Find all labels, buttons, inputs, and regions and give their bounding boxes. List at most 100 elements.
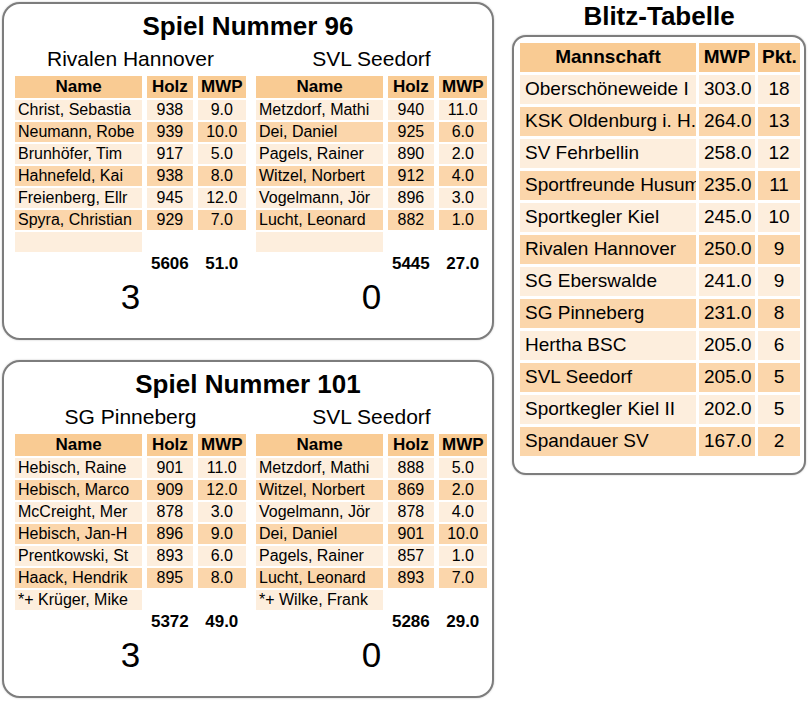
player-row: Vogelmann, Jör 878 4.0 — [256, 502, 487, 522]
player-mwp: 1.0 — [439, 546, 487, 566]
total-mwp: 29.0 — [439, 612, 487, 632]
col-header-mwp: MWP — [699, 43, 755, 72]
standings-team: Oberschöneweide I — [520, 75, 696, 104]
totals-row: 5445 27.0 — [256, 254, 487, 274]
player-name: Lucht, Leonard — [256, 210, 383, 230]
col-header-mwp: MWP — [198, 434, 246, 456]
player-holz: 878 — [147, 502, 192, 522]
blitz-section: Blitz-Tabelle Mannschaft MWP Pkt. Obersc… — [512, 0, 806, 475]
player-name: McCreight, Mer — [15, 502, 142, 522]
standings-mwp: 303.0 — [699, 75, 755, 104]
player-holz: 869 — [388, 480, 433, 500]
standings-row: Rivalen Hannover 250.0 9 — [520, 235, 800, 264]
player-row: Witzel, Norbert 869 2.0 — [256, 480, 487, 500]
player-holz: 909 — [147, 480, 192, 500]
team-name: SG Pinneberg — [10, 405, 251, 429]
player-mwp: 3.0 — [439, 188, 487, 208]
player-row: Hebisch, Marco 909 12.0 — [15, 480, 246, 500]
col-header-mwp: MWP — [439, 434, 487, 456]
player-row: Lucht, Leonard 893 7.0 — [256, 568, 487, 588]
player-row: Brunhöfer, Tim 917 5.0 — [15, 144, 246, 164]
player-mwp: 12.0 — [198, 188, 246, 208]
player-name: Hebisch, Jan-H — [15, 524, 142, 544]
col-header-name: Name — [256, 434, 383, 456]
player-mwp: 6.0 — [198, 546, 246, 566]
player-name: Hahnefeld, Kai — [15, 166, 142, 186]
standings-row: SV Fehrbellin 258.0 12 — [520, 139, 800, 168]
player-holz: 893 — [147, 546, 192, 566]
standings-team: Sportkegler Kiel II — [520, 395, 696, 424]
player-name: Hebisch, Raine — [15, 458, 142, 478]
standings-mwp: 245.0 — [699, 203, 755, 232]
totals-row: 5606 51.0 — [15, 254, 246, 274]
totals-row: 5372 49.0 — [15, 612, 246, 632]
player-holz: 896 — [388, 188, 433, 208]
player-row: Dei, Daniel 901 10.0 — [256, 524, 487, 544]
player-table: Name Holz MWP Christ, Sebastia 938 9.0 N… — [10, 74, 251, 276]
player-row: Hebisch, Raine 901 11.0 — [15, 458, 246, 478]
standings-mwp: 264.0 — [699, 107, 755, 136]
standings-row: Sportfreunde Husum 235.0 11 — [520, 171, 800, 200]
player-holz: 895 — [147, 568, 192, 588]
player-name: Christ, Sebastia — [15, 100, 142, 120]
total-holz: 5606 — [147, 254, 192, 274]
player-mwp: 11.0 — [198, 458, 246, 478]
player-mwp: 7.0 — [439, 568, 487, 588]
player-row: Metzdorf, Mathi 940 11.0 — [256, 100, 487, 120]
standings-row: Sportkegler Kiel 245.0 10 — [520, 203, 800, 232]
player-table: Name Holz MWP Metzdorf, Mathi 888 5.0 Wi… — [251, 432, 492, 634]
player-mwp: 10.0 — [198, 122, 246, 142]
standings-team: SV Fehrbellin — [520, 139, 696, 168]
standings-mwp: 241.0 — [699, 267, 755, 296]
player-holz: 857 — [388, 546, 433, 566]
player-row: Hahnefeld, Kai 938 8.0 — [15, 166, 246, 186]
player-row: Prentkowski, St 893 6.0 — [15, 546, 246, 566]
player-holz: 940 — [388, 100, 433, 120]
standings-mwp: 205.0 — [699, 331, 755, 360]
player-name: Brunhöfer, Tim — [15, 144, 142, 164]
standings-row: Sportkegler Kiel II 202.0 5 — [520, 395, 800, 424]
standings-pkt: 2 — [758, 427, 800, 456]
player-mwp: 4.0 — [439, 166, 487, 186]
col-header-holz: Holz — [147, 434, 192, 456]
standings-table: Mannschaft MWP Pkt. Oberschöneweide I 30… — [517, 40, 803, 459]
standings-pkt: 6 — [758, 331, 800, 360]
standings-row: SG Pinneberg 231.0 8 — [520, 299, 800, 328]
player-name: Prentkowski, St — [15, 546, 142, 566]
teams-container: SG Pinneberg Name Holz MWP Hebisch, Rain… — [8, 405, 488, 674]
standings-row: Oberschöneweide I 303.0 18 — [520, 75, 800, 104]
player-row: Pagels, Rainer 857 1.0 — [256, 546, 487, 566]
team-column-home: Rivalen Hannover Name Holz MWP Christ, S… — [10, 47, 251, 316]
player-mwp: 2.0 — [439, 480, 487, 500]
player-holz: 929 — [147, 210, 192, 230]
col-header-name: Name — [15, 76, 142, 98]
player-holz: 939 — [147, 122, 192, 142]
standings-mwp: 235.0 — [699, 171, 755, 200]
player-row: Lucht, Leonard 882 1.0 — [256, 210, 487, 230]
player-name: Spyra, Christian — [15, 210, 142, 230]
standings-mwp: 250.0 — [699, 235, 755, 264]
player-mwp: 11.0 — [439, 100, 487, 120]
player-mwp: 2.0 — [439, 144, 487, 164]
standings-row: SVL Seedorf 205.0 5 — [520, 363, 800, 392]
team-name: SVL Seedorf — [251, 405, 492, 429]
player-table: Name Holz MWP Metzdorf, Mathi 940 11.0 D… — [251, 74, 492, 276]
totals-spacer — [256, 612, 383, 632]
player-holz: 917 — [147, 144, 192, 164]
blitz-panel: Mannschaft MWP Pkt. Oberschöneweide I 30… — [512, 35, 806, 475]
player-row: Dei, Daniel 925 6.0 — [256, 122, 487, 142]
player-mwp: 7.0 — [198, 210, 246, 230]
team-name: SVL Seedorf — [251, 47, 492, 71]
table-header-row: Name Holz MWP — [15, 434, 246, 456]
standings-team: Hertha BSC — [520, 331, 696, 360]
player-holz: 925 — [388, 122, 433, 142]
standings-row: SG Eberswalde 241.0 9 — [520, 267, 800, 296]
standings-header-row: Mannschaft MWP Pkt. — [520, 43, 800, 72]
player-row: Metzdorf, Mathi 888 5.0 — [256, 458, 487, 478]
player-name: Witzel, Norbert — [256, 480, 383, 500]
player-name: Witzel, Norbert — [256, 166, 383, 186]
player-mwp: 4.0 — [439, 502, 487, 522]
game-title: Spiel Nummer 96 — [8, 12, 488, 41]
player-name: Lucht, Leonard — [256, 568, 383, 588]
standings-mwp: 202.0 — [699, 395, 755, 424]
